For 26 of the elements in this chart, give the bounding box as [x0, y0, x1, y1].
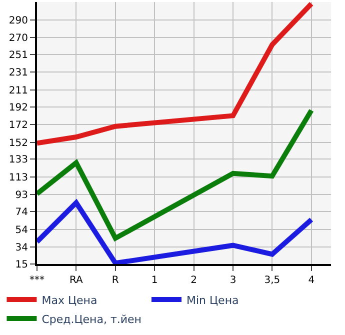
- x-tick-label: 3: [230, 275, 236, 286]
- x-tick-label: ***: [30, 275, 44, 286]
- y-tick-label: 231: [8, 68, 28, 79]
- legend-label: Сред.Цена, т.йен: [42, 312, 142, 326]
- y-tick-label: 152: [8, 138, 28, 149]
- y-tick-label: 113: [8, 172, 28, 184]
- x-tick-label: RA: [70, 275, 84, 286]
- legend-label: Min Цена: [186, 294, 239, 307]
- legend-label: Max Цена: [42, 294, 98, 307]
- y-tick-label: 34: [15, 242, 28, 254]
- x-tick-label: 2: [190, 275, 197, 286]
- x-tick-label: 1: [151, 275, 158, 286]
- x-tick-label: 4: [308, 275, 315, 286]
- y-tick-label: 172: [8, 120, 28, 132]
- y-tick-label: 211: [8, 85, 28, 96]
- y-tick-label: 290: [8, 15, 28, 26]
- y-tick-label: 74: [15, 207, 28, 218]
- y-tick-label: 15: [15, 260, 28, 270]
- y-tick-label: 93: [15, 190, 28, 202]
- y-tick-label: 192: [8, 102, 28, 114]
- x-tick-label: 3,5: [264, 275, 280, 286]
- y-tick-label: 251: [8, 50, 28, 61]
- y-tick-label: 54: [15, 224, 28, 236]
- y-tick-label: 133: [8, 154, 28, 166]
- x-tick-label: R: [112, 275, 119, 286]
- y-tick-label: 270: [8, 33, 28, 44]
